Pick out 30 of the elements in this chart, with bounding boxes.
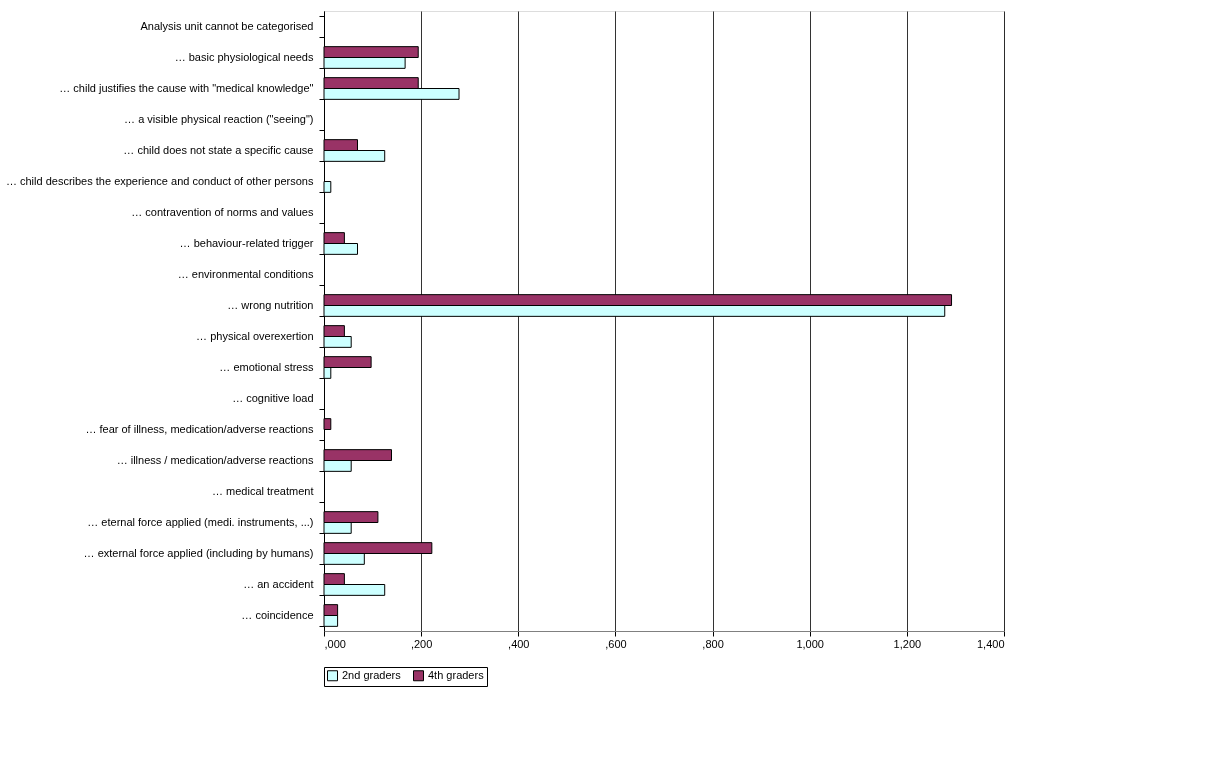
- y-tick-label: … illness / medication/adverse reactions: [116, 454, 314, 466]
- y-tick-label: … eternal force applied (medi. instruments, ...): [87, 516, 314, 528]
- legend-label: 4th graders: [428, 668, 485, 681]
- y-tick-label: … medical treatment: [212, 485, 314, 497]
- y-tick-label: … child describes the experience and conduct of other persons: [5, 175, 314, 187]
- x-tick-label: ,000: [324, 637, 346, 650]
- y-tick-label: … coincidence: [241, 609, 314, 621]
- y-tick-label: … emotional stress: [219, 361, 314, 373]
- y-tick-label: Analysis unit cannot be categorised: [140, 20, 314, 32]
- y-tick-label: … an accident: [243, 578, 314, 590]
- y-tick-label: … behaviour-related trigger: [179, 237, 314, 249]
- x-tick-label: ,400: [508, 637, 530, 650]
- y-tick-label: … wrong nutrition: [227, 299, 314, 311]
- y-tick-label: … environmental conditions: [177, 268, 314, 280]
- y-tick-label: … contravention of norms and values: [131, 206, 314, 218]
- x-tick-label: ,200: [410, 637, 433, 650]
- x-tick-label: 1,000: [796, 637, 824, 650]
- y-tick-label: … child justifies the cause with "medical knowledge": [59, 82, 314, 94]
- y-tick-label: … child does not state a specific cause: [123, 144, 314, 156]
- x-tick-label: 1,200: [893, 637, 922, 650]
- y-tick-label: … fear of illness, medication/adverse reactions: [85, 423, 314, 435]
- y-tick-label: … external force applied (including by humans): [83, 547, 314, 559]
- y-tick-label: … basic physiological needs: [174, 51, 314, 63]
- y-tick-label: … cognitive load: [232, 392, 314, 404]
- legend-label: 2nd graders: [342, 668, 402, 681]
- y-tick-label: … a visible physical reaction ("seeing"): [124, 113, 314, 125]
- y-tick-label: … physical overexertion: [196, 330, 314, 342]
- x-tick-label: ,800: [702, 637, 724, 650]
- x-tick-label: ,600: [605, 637, 627, 650]
- x-tick-label: 1,400: [976, 637, 1005, 650]
